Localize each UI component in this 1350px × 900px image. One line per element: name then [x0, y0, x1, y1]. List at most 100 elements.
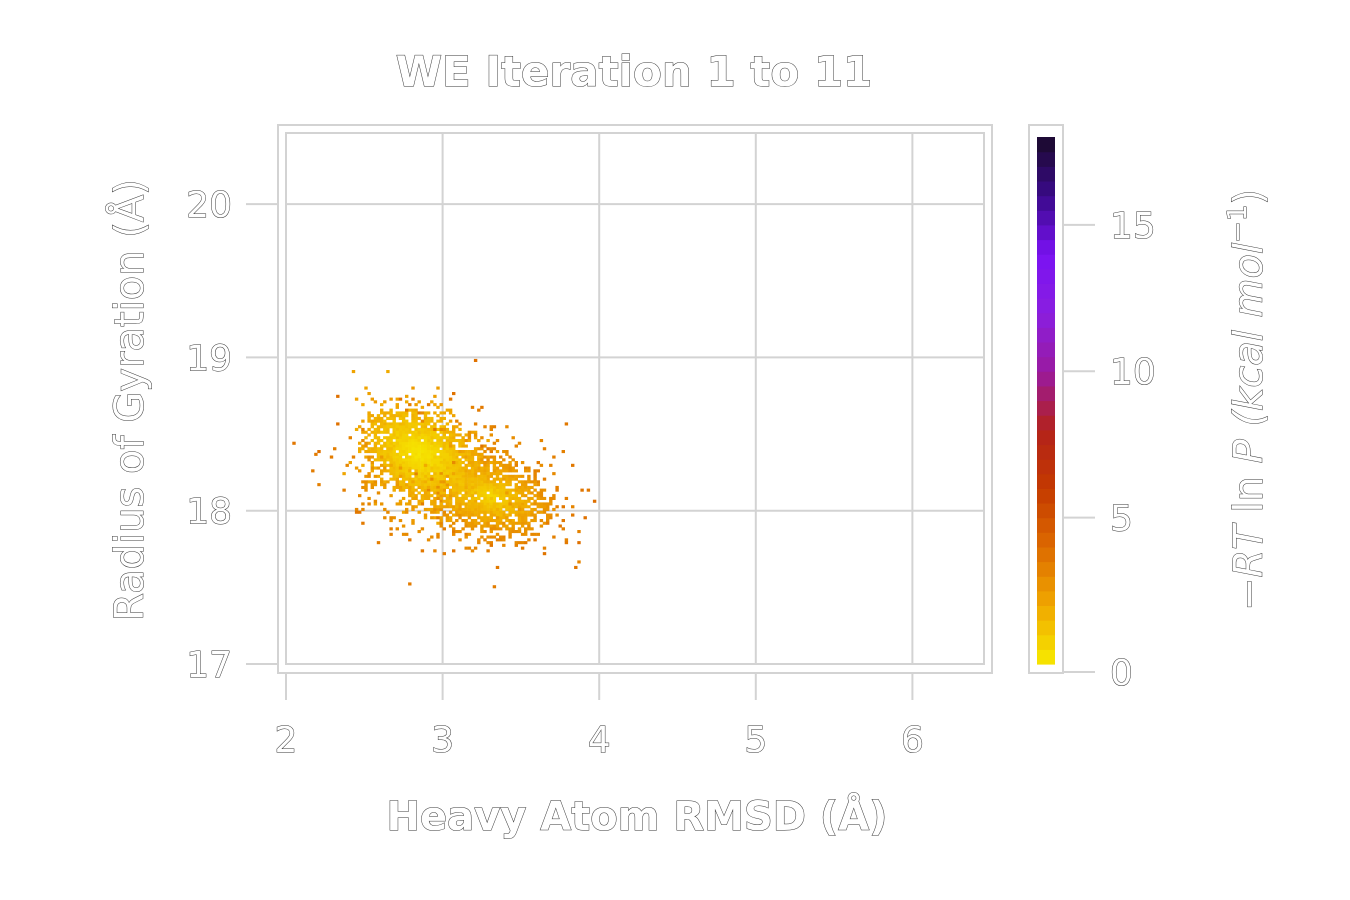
y-axis-label: Radius of Gyration (Å) [105, 179, 153, 621]
heatmap-cell-1418 [420, 496, 425, 500]
heatmap-cell-37 [448, 466, 453, 470]
heatmap-cell-42 [408, 458, 412, 462]
heatmap-cell-911 [483, 466, 487, 470]
heatmap-cell-1341 [408, 485, 412, 489]
heatmap-cell-271 [430, 485, 434, 489]
heatmap-cell-368 [452, 455, 456, 459]
heatmap-cell-150 [392, 466, 396, 470]
heatmap-cell-995 [492, 472, 497, 476]
heatmap-cell-1250 [452, 488, 456, 492]
heatmap-cell-934 [533, 499, 537, 503]
heatmap-cell-624 [405, 466, 409, 470]
heatmap-cell-1059 [483, 505, 487, 509]
heatmap-cell-128 [417, 450, 421, 454]
heatmap-cell-1242 [480, 477, 484, 481]
heatmap-cell-720 [445, 469, 450, 473]
heatmap-cell-137 [439, 430, 443, 434]
heatmap-cell-1159 [483, 461, 487, 465]
heatmap-cell-1421 [492, 425, 497, 429]
heatmap-cell-874 [455, 519, 459, 523]
heatmap-cell-999 [461, 488, 465, 492]
heatmap-cell-79 [464, 496, 468, 500]
heatmap-cell-364 [389, 439, 393, 443]
heatmap-cell-165 [392, 461, 396, 465]
heatmap-cell-1350 [423, 494, 428, 498]
heatmap-cell-1082 [492, 483, 497, 487]
heatmap-cell-492 [452, 474, 456, 478]
heatmap-cell-1235 [564, 541, 569, 545]
heatmap-cell-547 [383, 444, 387, 448]
heatmap-cell-140 [414, 444, 418, 448]
heatmap-cell-912 [439, 499, 443, 503]
heatmap-cell-484 [448, 411, 453, 415]
heatmap-cell-1023 [492, 510, 497, 514]
heatmap-cell-914 [508, 510, 512, 514]
heatmap-cell-398 [420, 494, 425, 498]
heatmap-cell-1589 [333, 447, 337, 451]
heatmap-cell-684 [361, 419, 365, 423]
heatmap-cell-528 [448, 472, 453, 476]
heatmap-cell-16 [442, 458, 446, 462]
heatmap-cell-1469 [383, 466, 387, 470]
heatmap-cell-1192 [436, 485, 440, 489]
heatmap-cell-74 [439, 450, 443, 454]
heatmap-cell-957 [517, 527, 522, 531]
heatmap-cell-1583 [367, 496, 371, 500]
x-tick-label-2: 4 [588, 720, 611, 761]
heatmap-cell-70 [401, 441, 406, 445]
heatmap-cell-1292 [508, 532, 512, 536]
heatmap-cell-1243 [461, 527, 465, 531]
heatmap-cell-458 [370, 425, 374, 429]
heatmap-cell-215 [364, 450, 368, 454]
heatmap-cell-1191 [549, 516, 553, 520]
heatmap-cell-918 [524, 530, 528, 534]
colorbar-band-26 [1037, 268, 1055, 284]
heatmap-cell-896 [514, 483, 518, 487]
heatmap-cell-1449 [473, 433, 478, 437]
heatmap-cell-1263 [492, 466, 497, 470]
heatmap-cell-1144 [571, 513, 575, 517]
heatmap-cell-1184 [517, 541, 522, 545]
heatmap-cell-408 [439, 485, 443, 489]
heatmap-cell-543 [389, 422, 393, 426]
heatmap-cell-287 [445, 499, 450, 503]
heatmap-cell-664 [373, 416, 378, 420]
heatmap-cell-970 [480, 505, 484, 509]
heatmap-cell-602 [376, 416, 381, 420]
heatmap-cell-1098 [480, 488, 484, 492]
heatmap-cell-107 [389, 433, 393, 437]
heatmap-cell-1085 [489, 496, 493, 500]
heatmap-cell-1320 [546, 521, 550, 525]
heatmap-cell-1115 [549, 499, 553, 503]
heatmap-cell-373 [436, 444, 440, 448]
heatmap-cell-412 [414, 433, 418, 437]
heatmap-cell-236 [380, 411, 384, 415]
heatmap-cell-400 [445, 422, 450, 426]
heatmap-cell-598 [398, 458, 403, 462]
heatmap-cell-145 [417, 491, 421, 495]
heatmap-cell-221 [358, 441, 362, 445]
heatmap-cell-616 [367, 447, 371, 451]
heatmap-cell-1087 [439, 521, 443, 525]
heatmap-cell-839 [467, 461, 472, 465]
heatmap-cell-71 [480, 472, 484, 476]
heatmap-cell-1422 [511, 466, 515, 470]
heatmap-cell-1457 [373, 474, 378, 478]
heatmap-cell-1520 [464, 546, 468, 550]
heatmap-cell-1405 [426, 485, 431, 489]
heatmap-cell-1214 [480, 458, 484, 462]
colorbar-band-11 [1037, 488, 1055, 504]
heatmap-cell-1189 [492, 458, 497, 462]
heatmap-cell-1477 [392, 516, 396, 520]
heatmap-cell-1014 [520, 513, 525, 517]
heatmap-cell-290 [383, 441, 387, 445]
heatmap-cell-841 [520, 521, 525, 525]
heatmap-cell-546 [401, 463, 406, 467]
heatmap-cell-710 [448, 463, 453, 467]
heatmap-cell-259 [401, 439, 406, 443]
heatmap-cell-530 [395, 427, 399, 431]
heatmap-cell-736 [436, 427, 440, 431]
heatmap-cell-1038 [524, 485, 528, 489]
heatmap-cell-1210 [470, 469, 475, 473]
heatmap-cell-740 [354, 397, 359, 401]
